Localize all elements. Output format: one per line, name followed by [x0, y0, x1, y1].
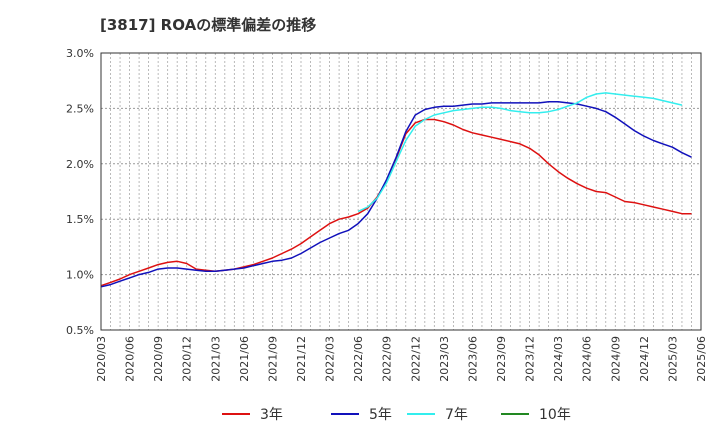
x-tick-label: 2021/06 [238, 336, 251, 382]
plot-border [100, 52, 702, 331]
x-axis-ticks: 2020/03 2020/06 2020/09 2020/12 2021/03 2021/… [95, 336, 708, 382]
x-tick-label: 2024/12 [638, 336, 651, 382]
plot-area [101, 53, 701, 330]
y-tick-label: 3.0% [66, 47, 94, 60]
x-tick-label: 2022/12 [409, 336, 422, 382]
x-tick-label: 2020/03 [95, 336, 108, 382]
x-tick-label: 2020/09 [152, 336, 165, 382]
x-tick-label: 2023/12 [524, 336, 537, 382]
x-tick-label: 2021/09 [266, 336, 279, 382]
y-tick-label: 2.0% [66, 158, 94, 171]
x-tick-label: 2023/03 [438, 336, 451, 382]
legend-label-2: 5年 [369, 407, 392, 423]
y-tick-label: 1.0% [66, 269, 94, 282]
x-tick-label: 2022/03 [324, 336, 337, 382]
series-line-3 [357, 92, 683, 213]
legend-label-4: 10年 [539, 407, 571, 423]
x-tick-label: 2025/03 [666, 336, 679, 382]
grid-lines [101, 53, 701, 330]
x-tick-label: 2022/09 [381, 336, 394, 382]
series-line-2 [100, 101, 692, 288]
y-tick-label: 0.5% [66, 324, 94, 337]
y-tick-label: 1.5% [66, 213, 94, 226]
x-tick-label: 2021/03 [209, 336, 222, 382]
x-tick-label: 2023/06 [466, 336, 479, 382]
x-tick-label: 2024/09 [609, 336, 622, 382]
x-tick-label: 2021/12 [295, 336, 308, 382]
x-tick-label: 2025/06 [695, 336, 708, 382]
y-axis-ticks: 0.5% 1.0% 1.5% 2.0% 2.5% 3.0% [66, 47, 94, 337]
legend-label-1: 3年 [260, 407, 283, 423]
legend-label-3: 7年 [445, 407, 468, 423]
x-tick-label: 2024/06 [581, 336, 594, 382]
x-tick-label: 2020/06 [124, 336, 137, 382]
x-tick-label: 2023/09 [495, 336, 508, 382]
legend: 3年 5年 7年 10年 [222, 407, 571, 423]
x-tick-label: 2022/06 [352, 336, 365, 382]
x-tick-label: 2020/12 [181, 336, 194, 382]
chart-title: [3817] ROAの標準偏差の推移 [100, 16, 317, 34]
x-tick-label: 2024/03 [552, 336, 565, 382]
y-tick-label: 2.5% [66, 102, 94, 115]
series-lines [100, 92, 692, 288]
